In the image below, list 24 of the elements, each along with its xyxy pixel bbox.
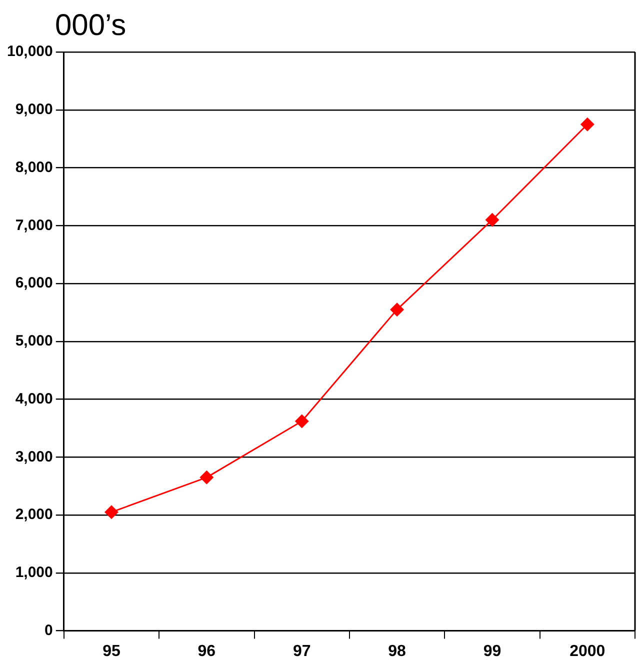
y-axis-title: 000’s xyxy=(55,8,126,44)
point xyxy=(485,212,500,227)
x-tick-label: 96 xyxy=(198,642,216,660)
y-tick-label: 8,000 xyxy=(15,158,53,176)
y-tick-label: 9,000 xyxy=(15,101,53,118)
y-tick-label: 6,000 xyxy=(15,274,53,292)
y-tick-label: 2,000 xyxy=(15,506,53,524)
x-tick-label: 97 xyxy=(292,642,311,660)
y-tick-label: 7,000 xyxy=(15,216,53,234)
y-tick-label: 0 xyxy=(44,622,53,639)
y-tick-label: 4,000 xyxy=(15,390,53,408)
point xyxy=(200,470,214,484)
point xyxy=(294,414,309,428)
x-tick-label: 99 xyxy=(483,642,502,660)
x-tick-label: 98 xyxy=(388,642,406,660)
x-tick-label: 95 xyxy=(102,642,120,660)
x-tick-label: 2000 xyxy=(570,642,606,660)
y-tick-label: 3,000 xyxy=(15,448,53,466)
y-tick-label: 10,000 xyxy=(6,43,53,60)
y-tick-label: 5,000 xyxy=(15,332,53,350)
point xyxy=(390,302,404,317)
point xyxy=(580,117,594,132)
point xyxy=(104,505,118,520)
y-tick-label: 1,000 xyxy=(15,564,53,582)
